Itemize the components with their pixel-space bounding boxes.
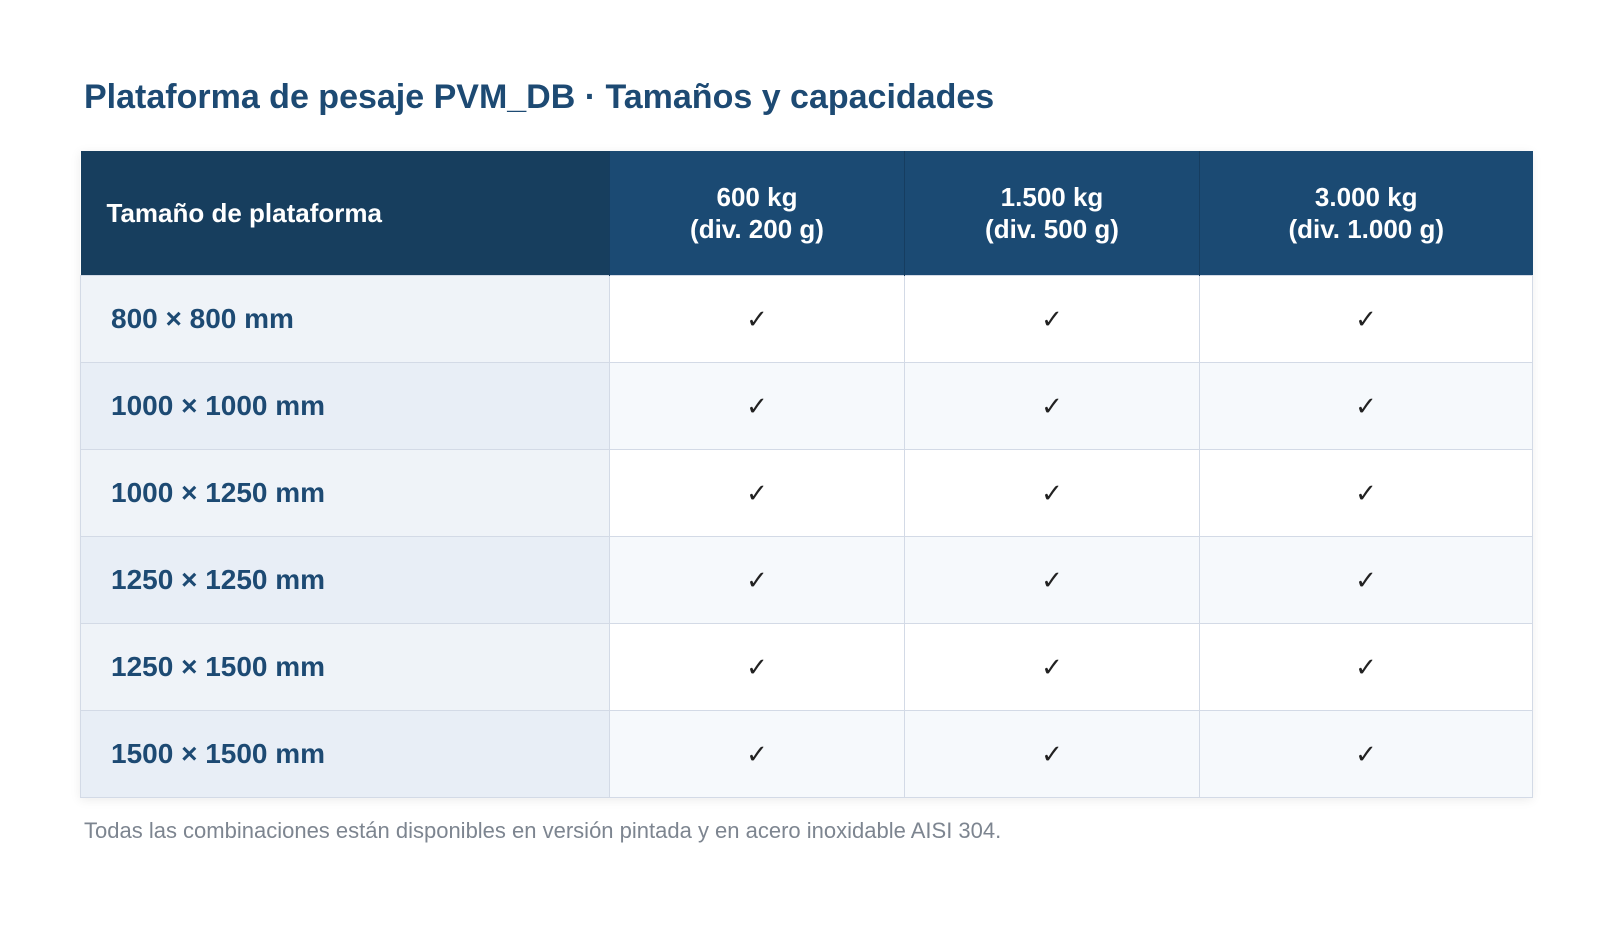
header-capacity-value: 3.000 kg bbox=[1314, 182, 1418, 212]
check-icon: ✓ bbox=[1355, 392, 1377, 422]
check-icon: ✓ bbox=[746, 653, 768, 683]
availability-cell: ✓ bbox=[1199, 710, 1533, 798]
availability-cell: ✓ bbox=[609, 536, 905, 624]
table-header: Tamaño de plataforma 600 kg (div. 200 g)… bbox=[80, 151, 1533, 276]
availability-cell: ✓ bbox=[609, 710, 905, 798]
platform-size-cell: 1000 × 1250 mm bbox=[80, 449, 610, 537]
header-size-column: Tamaño de plataforma bbox=[80, 151, 610, 276]
header-capacity-division: (div. 1.000 g) bbox=[1288, 214, 1445, 244]
table-row: 800 × 800 mm ✓ ✓ ✓ bbox=[80, 275, 1533, 363]
availability-cell: ✓ bbox=[904, 449, 1200, 537]
platform-size-cell: 1000 × 1000 mm bbox=[80, 362, 610, 450]
footnote: Todas las combinaciones están disponible… bbox=[84, 818, 1002, 843]
availability-cell: ✓ bbox=[609, 362, 905, 450]
check-icon: ✓ bbox=[746, 740, 768, 770]
capacity-table: Tamaño de plataforma 600 kg (div. 200 g)… bbox=[80, 151, 1533, 798]
availability-cell: ✓ bbox=[1199, 536, 1533, 624]
table-row: 1000 × 1250 mm ✓ ✓ ✓ bbox=[80, 449, 1533, 537]
check-icon: ✓ bbox=[746, 479, 768, 509]
check-icon: ✓ bbox=[1355, 566, 1377, 596]
availability-cell: ✓ bbox=[904, 362, 1200, 450]
header-capacity-division: (div. 200 g) bbox=[690, 214, 824, 244]
table-row: 1000 × 1000 mm ✓ ✓ ✓ bbox=[80, 362, 1533, 450]
check-icon: ✓ bbox=[1355, 740, 1377, 770]
platform-size-cell: 1250 × 1250 mm bbox=[80, 536, 610, 624]
availability-cell: ✓ bbox=[1199, 623, 1533, 711]
table-row: 1250 × 1500 mm ✓ ✓ ✓ bbox=[80, 623, 1533, 711]
header-capacity-value: 600 kg bbox=[716, 182, 798, 212]
check-icon: ✓ bbox=[1041, 653, 1063, 683]
platform-size-cell: 800 × 800 mm bbox=[80, 275, 610, 363]
availability-cell: ✓ bbox=[1199, 449, 1533, 537]
platform-size-cell: 1500 × 1500 mm bbox=[80, 710, 610, 798]
header-capacity-1500: 1.500 kg (div. 500 g) bbox=[904, 151, 1200, 276]
availability-cell: ✓ bbox=[1199, 362, 1533, 450]
availability-cell: ✓ bbox=[609, 275, 905, 363]
availability-cell: ✓ bbox=[609, 449, 905, 537]
availability-cell: ✓ bbox=[904, 623, 1200, 711]
check-icon: ✓ bbox=[1041, 566, 1063, 596]
check-icon: ✓ bbox=[1041, 392, 1063, 422]
check-icon: ✓ bbox=[1041, 305, 1063, 335]
availability-cell: ✓ bbox=[1199, 275, 1533, 363]
availability-cell: ✓ bbox=[609, 623, 905, 711]
check-icon: ✓ bbox=[1355, 653, 1377, 683]
check-icon: ✓ bbox=[746, 566, 768, 596]
table-body: 800 × 800 mm ✓ ✓ ✓ 1000 × 1000 mm ✓ ✓ ✓ … bbox=[80, 275, 1533, 798]
capacity-table-container: Tamaño de plataforma 600 kg (div. 200 g)… bbox=[80, 151, 1533, 798]
check-icon: ✓ bbox=[746, 305, 768, 335]
platform-size-cell: 1250 × 1500 mm bbox=[80, 623, 610, 711]
check-icon: ✓ bbox=[746, 392, 768, 422]
availability-cell: ✓ bbox=[904, 536, 1200, 624]
header-capacity-600: 600 kg (div. 200 g) bbox=[609, 151, 905, 276]
table-row: 1250 × 1250 mm ✓ ✓ ✓ bbox=[80, 536, 1533, 624]
header-capacity-value: 1.500 kg bbox=[1000, 182, 1104, 212]
header-capacity-division: (div. 500 g) bbox=[985, 214, 1119, 244]
availability-cell: ✓ bbox=[904, 710, 1200, 798]
check-icon: ✓ bbox=[1041, 740, 1063, 770]
header-row: Tamaño de plataforma 600 kg (div. 200 g)… bbox=[80, 151, 1533, 276]
check-icon: ✓ bbox=[1355, 305, 1377, 335]
availability-cell: ✓ bbox=[904, 275, 1200, 363]
page-title: Plataforma de pesaje PVM_DB · Tamaños y … bbox=[84, 78, 995, 116]
check-icon: ✓ bbox=[1041, 479, 1063, 509]
check-icon: ✓ bbox=[1355, 479, 1377, 509]
header-capacity-3000: 3.000 kg (div. 1.000 g) bbox=[1199, 151, 1533, 276]
table-row: 1500 × 1500 mm ✓ ✓ ✓ bbox=[80, 710, 1533, 798]
